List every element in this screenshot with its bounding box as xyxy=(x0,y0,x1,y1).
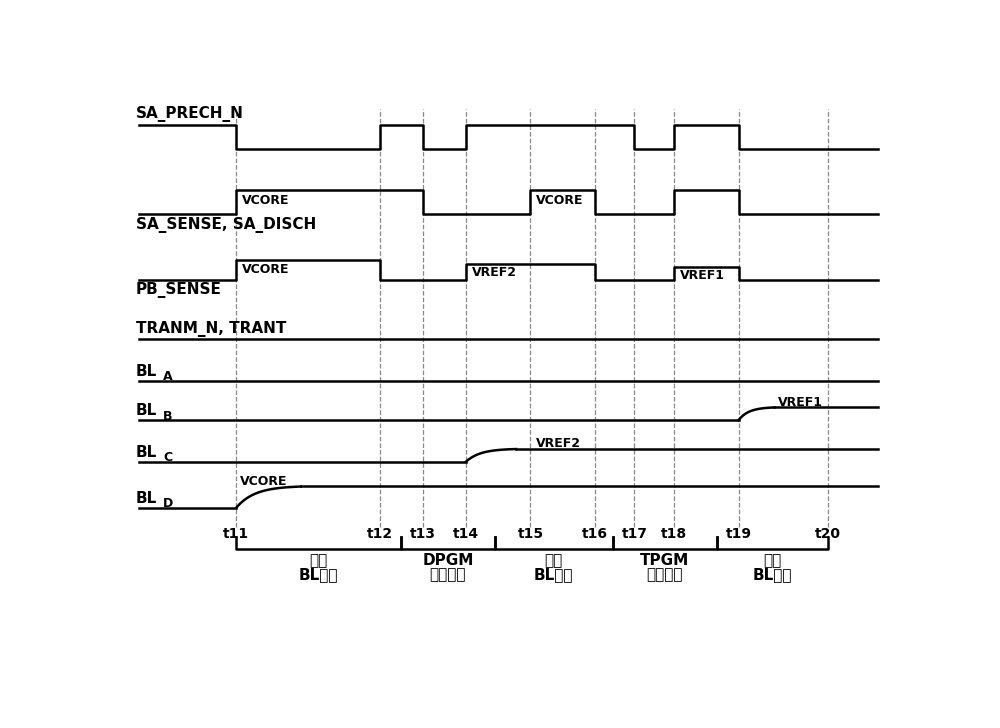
Text: VCORE: VCORE xyxy=(242,263,289,276)
Text: VREF2: VREF2 xyxy=(472,266,517,279)
Text: t17: t17 xyxy=(621,528,647,542)
Text: BL设置: BL设置 xyxy=(753,567,792,582)
Text: 数据传送: 数据传送 xyxy=(430,567,466,582)
Text: t15: t15 xyxy=(517,528,544,542)
Text: t13: t13 xyxy=(410,528,436,542)
Text: BL设置: BL设置 xyxy=(534,567,574,582)
Text: 第一: 第一 xyxy=(310,553,328,568)
Text: TRANM_N, TRANT: TRANM_N, TRANT xyxy=(136,321,286,337)
Text: 第三: 第三 xyxy=(764,553,782,568)
Text: 第二: 第二 xyxy=(545,553,563,568)
Text: VREF1: VREF1 xyxy=(680,269,725,282)
Text: B: B xyxy=(163,410,173,423)
Text: t18: t18 xyxy=(661,528,687,542)
Text: PB_SENSE: PB_SENSE xyxy=(136,282,222,298)
Text: 数据传送: 数据传送 xyxy=(647,567,683,582)
Text: D: D xyxy=(163,497,173,510)
Text: A: A xyxy=(163,371,173,384)
Text: t12: t12 xyxy=(367,528,393,542)
Text: BL: BL xyxy=(136,491,157,505)
Text: VCORE: VCORE xyxy=(536,194,584,207)
Text: C: C xyxy=(163,451,172,464)
Text: t14: t14 xyxy=(453,528,479,542)
Text: t16: t16 xyxy=(582,528,608,542)
Text: SA_PRECH_N: SA_PRECH_N xyxy=(136,106,244,122)
Text: VCORE: VCORE xyxy=(242,194,289,207)
Text: t11: t11 xyxy=(223,528,249,542)
Text: TPGM: TPGM xyxy=(640,553,690,568)
Text: DPGM: DPGM xyxy=(422,553,474,568)
Text: VREF1: VREF1 xyxy=(778,396,823,408)
Text: BL: BL xyxy=(136,445,157,459)
Text: VCORE: VCORE xyxy=(240,475,287,488)
Text: t19: t19 xyxy=(726,528,752,542)
Text: VREF2: VREF2 xyxy=(536,438,581,451)
Text: SA_SENSE, SA_DISCH: SA_SENSE, SA_DISCH xyxy=(136,216,316,232)
Text: BL: BL xyxy=(136,403,157,418)
Text: t20: t20 xyxy=(815,528,841,542)
Text: BL设置: BL设置 xyxy=(299,567,338,582)
Text: BL: BL xyxy=(136,363,157,379)
